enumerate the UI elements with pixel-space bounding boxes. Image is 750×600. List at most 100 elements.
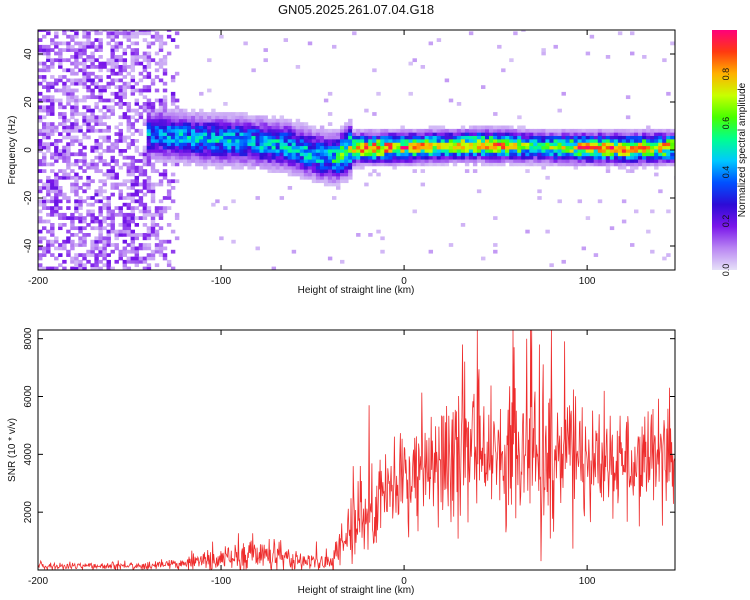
spectrogram-cell <box>126 71 132 76</box>
spectrogram-cell <box>323 172 329 177</box>
spectrogram-cell <box>50 65 55 69</box>
spectrogram-cell <box>654 135 659 140</box>
spectrogram-cell <box>146 226 152 231</box>
spectrogram-cell <box>78 212 83 217</box>
spectrogram-cell <box>178 142 184 147</box>
spectrogram-cell <box>468 159 474 163</box>
spectrogram-cell <box>283 118 289 123</box>
spectrogram-cell <box>126 31 132 36</box>
spectrogram-cell <box>561 135 566 140</box>
spectrogram-cell <box>464 149 470 153</box>
spectrogram-cell <box>662 155 667 160</box>
spectrogram-cell <box>428 249 434 254</box>
spectrogram-cell <box>231 132 236 136</box>
spectrogram-cell <box>541 128 546 133</box>
spectrogram-cell <box>513 31 518 36</box>
spectrogram-cell <box>311 128 317 133</box>
spectrogram-cell <box>138 165 144 170</box>
spectrogram-cell <box>396 128 401 133</box>
spectrogram-cell <box>424 162 430 167</box>
spectrogram-cell <box>493 125 498 130</box>
spectrogram-cell <box>146 155 152 160</box>
spectrogram-cell <box>94 115 99 120</box>
spectrogram-cell <box>54 142 59 147</box>
spectrogram-cell <box>74 179 79 184</box>
spectrogram-cell <box>62 91 67 96</box>
spectrogram-cell <box>106 263 111 268</box>
spectrogram-cell <box>162 155 168 160</box>
spectrogram-cell <box>517 135 522 140</box>
spectrogram-cell <box>356 139 361 143</box>
spectrogram-cell <box>130 186 136 190</box>
spectrogram-cell <box>319 169 325 173</box>
spectrogram-cell <box>521 135 526 140</box>
spectrogram-cell <box>315 135 321 140</box>
spectrogram-cell <box>400 139 405 143</box>
spectrogram-cell <box>195 125 200 130</box>
spectrogram-cell <box>118 253 123 257</box>
spectrogram-cell <box>118 149 123 153</box>
spectrogram-cell <box>118 95 123 100</box>
spectrogram-cell <box>472 145 478 150</box>
spectrogram-cell <box>162 102 168 106</box>
spectrogram-cell <box>150 102 156 106</box>
spectrogram-cell <box>307 149 313 153</box>
spectrogram-cell <box>573 152 579 157</box>
spectrogram-cell <box>150 149 156 153</box>
spectrogram-cell <box>440 155 446 160</box>
spectrogram-cell <box>170 122 176 126</box>
spectrogram-cell <box>303 159 309 163</box>
spectrogram-cell <box>150 78 156 83</box>
spectrogram-cell <box>86 88 91 93</box>
spectrogram-cell <box>388 159 393 163</box>
spectrogram-cell <box>126 206 132 210</box>
spectrogram-cell <box>110 149 115 153</box>
spectrogram-cell <box>134 51 140 56</box>
spectrogram-cell <box>311 142 317 147</box>
spectrogram-cell <box>82 182 87 187</box>
spectrogram-cell <box>50 105 55 110</box>
spectrogram-cell <box>545 229 550 234</box>
spectrogram-cell <box>392 139 397 143</box>
spectrogram-cell <box>408 162 413 167</box>
spectrogram-cell <box>170 102 176 106</box>
spectrogram-cell <box>174 108 180 113</box>
spectrogram-cell <box>589 162 595 167</box>
spectrogram-cell <box>66 172 71 177</box>
spectrogram-cell <box>481 135 486 140</box>
spectrogram-cell <box>327 256 333 261</box>
spectrogram-cell <box>162 256 168 261</box>
spectrogram-cell <box>621 145 627 150</box>
spectrogram-cell <box>62 159 67 163</box>
spectrogram-cell <box>94 155 99 160</box>
spectrogram-cell <box>593 159 599 163</box>
spectrogram-cell <box>630 142 635 147</box>
spectrogram-cell <box>74 48 79 52</box>
spectrogram-cell <box>336 162 341 167</box>
spectrogram-cell <box>231 122 236 126</box>
spectrogram-cell <box>150 112 156 116</box>
spectrogram-cell <box>174 115 180 120</box>
spectrogram-cell <box>146 142 152 147</box>
spectrogram-cell <box>154 243 160 247</box>
spectrogram-cell <box>86 65 91 69</box>
spectrogram-cell <box>150 165 156 170</box>
spectrogram-cell <box>605 159 611 163</box>
spectrogram-cell <box>50 212 55 217</box>
spectrogram-cell <box>283 139 289 143</box>
spectrogram-cell <box>134 206 140 210</box>
spectrogram-cell <box>392 159 397 163</box>
spectrogram-cell <box>118 206 123 210</box>
spectrogram-cell <box>255 159 260 163</box>
spectrogram-cell <box>98 75 103 79</box>
spectrogram-cell <box>585 135 591 140</box>
spectrogram-cell <box>195 135 200 140</box>
spectrogram-cell <box>243 128 248 133</box>
spectrogram-cell <box>191 128 196 133</box>
spectrogram-cell <box>199 162 204 167</box>
spectrogram-cell <box>299 149 305 153</box>
spectrogram-cell <box>46 65 51 69</box>
spectrogram-cell <box>82 98 87 103</box>
spectrogram-cell <box>630 145 635 150</box>
spectrogram-cell <box>158 179 164 184</box>
